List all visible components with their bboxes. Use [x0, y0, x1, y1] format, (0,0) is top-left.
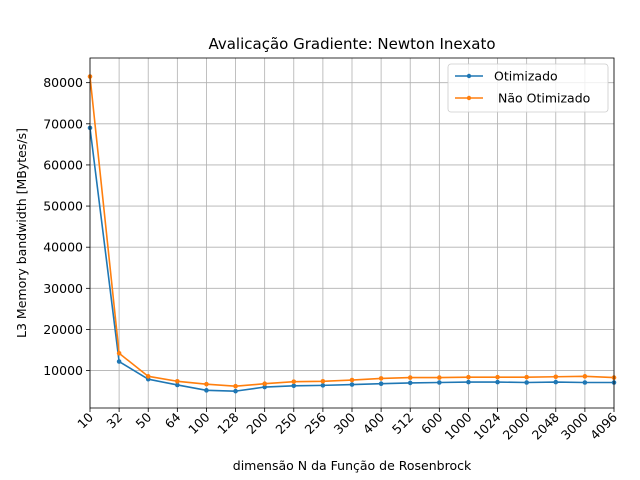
x-tick-label: 128	[214, 409, 242, 437]
data-point	[320, 378, 326, 384]
legend-label-nao-otimizado: Não Otimizado	[494, 91, 590, 106]
data-point	[407, 380, 413, 386]
x-tick-label: 50	[132, 409, 154, 431]
x-tick-label: 1000	[441, 409, 474, 442]
data-point	[466, 374, 471, 380]
x-tick-label: 256	[302, 409, 330, 437]
series-0	[87, 125, 617, 394]
legend-label-otimizado: Otimizado	[494, 69, 558, 84]
x-tick-label: 4096	[587, 409, 620, 442]
x-tick-label: 400	[360, 409, 388, 437]
data-point	[291, 383, 297, 389]
data-point	[116, 350, 122, 356]
legend-marker-otimizado	[466, 73, 472, 79]
data-point	[524, 374, 529, 380]
y-axis: 10000 20000 30000 40000 50000 60000 70000 80000	[43, 75, 90, 378]
grid	[89, 58, 615, 408]
x-tick-label: 32	[103, 410, 125, 432]
data-point	[495, 379, 500, 385]
y-tick-label: 80000	[43, 75, 83, 90]
x-axis-label: dimensão N da Função de Rosenbrock	[233, 458, 472, 473]
y-tick-label: 40000	[43, 240, 83, 255]
x-tick-label: 2048	[529, 409, 562, 442]
y-tick-label: 50000	[43, 199, 83, 214]
data-point	[582, 374, 588, 379]
x-tick-label: 200	[243, 409, 271, 437]
y-tick-label: 70000	[43, 116, 83, 131]
data-point	[262, 384, 267, 390]
series-layer	[87, 74, 617, 394]
x-tick-label: 512	[389, 410, 416, 437]
x-tick-label: 250	[272, 409, 300, 437]
y-axis-label: L3 Memory bandwidth [MBytes/s]	[14, 128, 29, 338]
data-point	[204, 381, 209, 387]
y-tick-label: 30000	[43, 281, 83, 296]
x-tick-label: 64	[162, 409, 184, 431]
x-tick-label: 300	[331, 409, 359, 437]
x-tick-label: 1024	[471, 409, 504, 442]
legend-box	[447, 63, 609, 113]
data-point	[437, 380, 442, 385]
data-point	[437, 375, 442, 380]
data-point	[349, 377, 355, 383]
data-point	[349, 382, 355, 387]
x-tick-label: 2000	[500, 409, 533, 442]
data-point	[582, 380, 588, 385]
data-point	[466, 379, 471, 385]
data-point	[233, 388, 238, 394]
x-tick-label: 10	[74, 409, 96, 431]
data-point	[407, 375, 413, 380]
x-tick-label: 100	[185, 409, 213, 437]
data-point	[378, 376, 384, 381]
x-tick-label: 3000	[558, 409, 591, 442]
legend-marker-nao-otimizado	[466, 95, 472, 101]
data-point	[116, 359, 122, 364]
data-point	[233, 383, 238, 389]
data-point	[495, 374, 500, 380]
data-point	[262, 381, 267, 387]
data-point	[204, 388, 209, 393]
x-axis: 10 32 50 64 100 128 200 250 256 300 400 512 60010001…	[74, 408, 620, 443]
data-point	[145, 374, 151, 379]
data-point	[175, 382, 180, 388]
data-point	[524, 380, 529, 385]
data-point	[175, 378, 180, 384]
data-point	[320, 383, 326, 388]
y-tick-label: 60000	[43, 157, 83, 172]
data-point	[291, 379, 297, 384]
y-tick-label: 20000	[43, 322, 83, 337]
data-point	[378, 381, 384, 387]
y-tick-label: 10000	[43, 363, 83, 378]
legend: Otimizado Não Otimizado	[447, 63, 609, 113]
series-1	[87, 74, 617, 389]
data-point	[553, 379, 559, 385]
chart-title: Avalicação Gradiente: Newton Inexato	[208, 35, 495, 53]
data-point	[553, 374, 559, 380]
